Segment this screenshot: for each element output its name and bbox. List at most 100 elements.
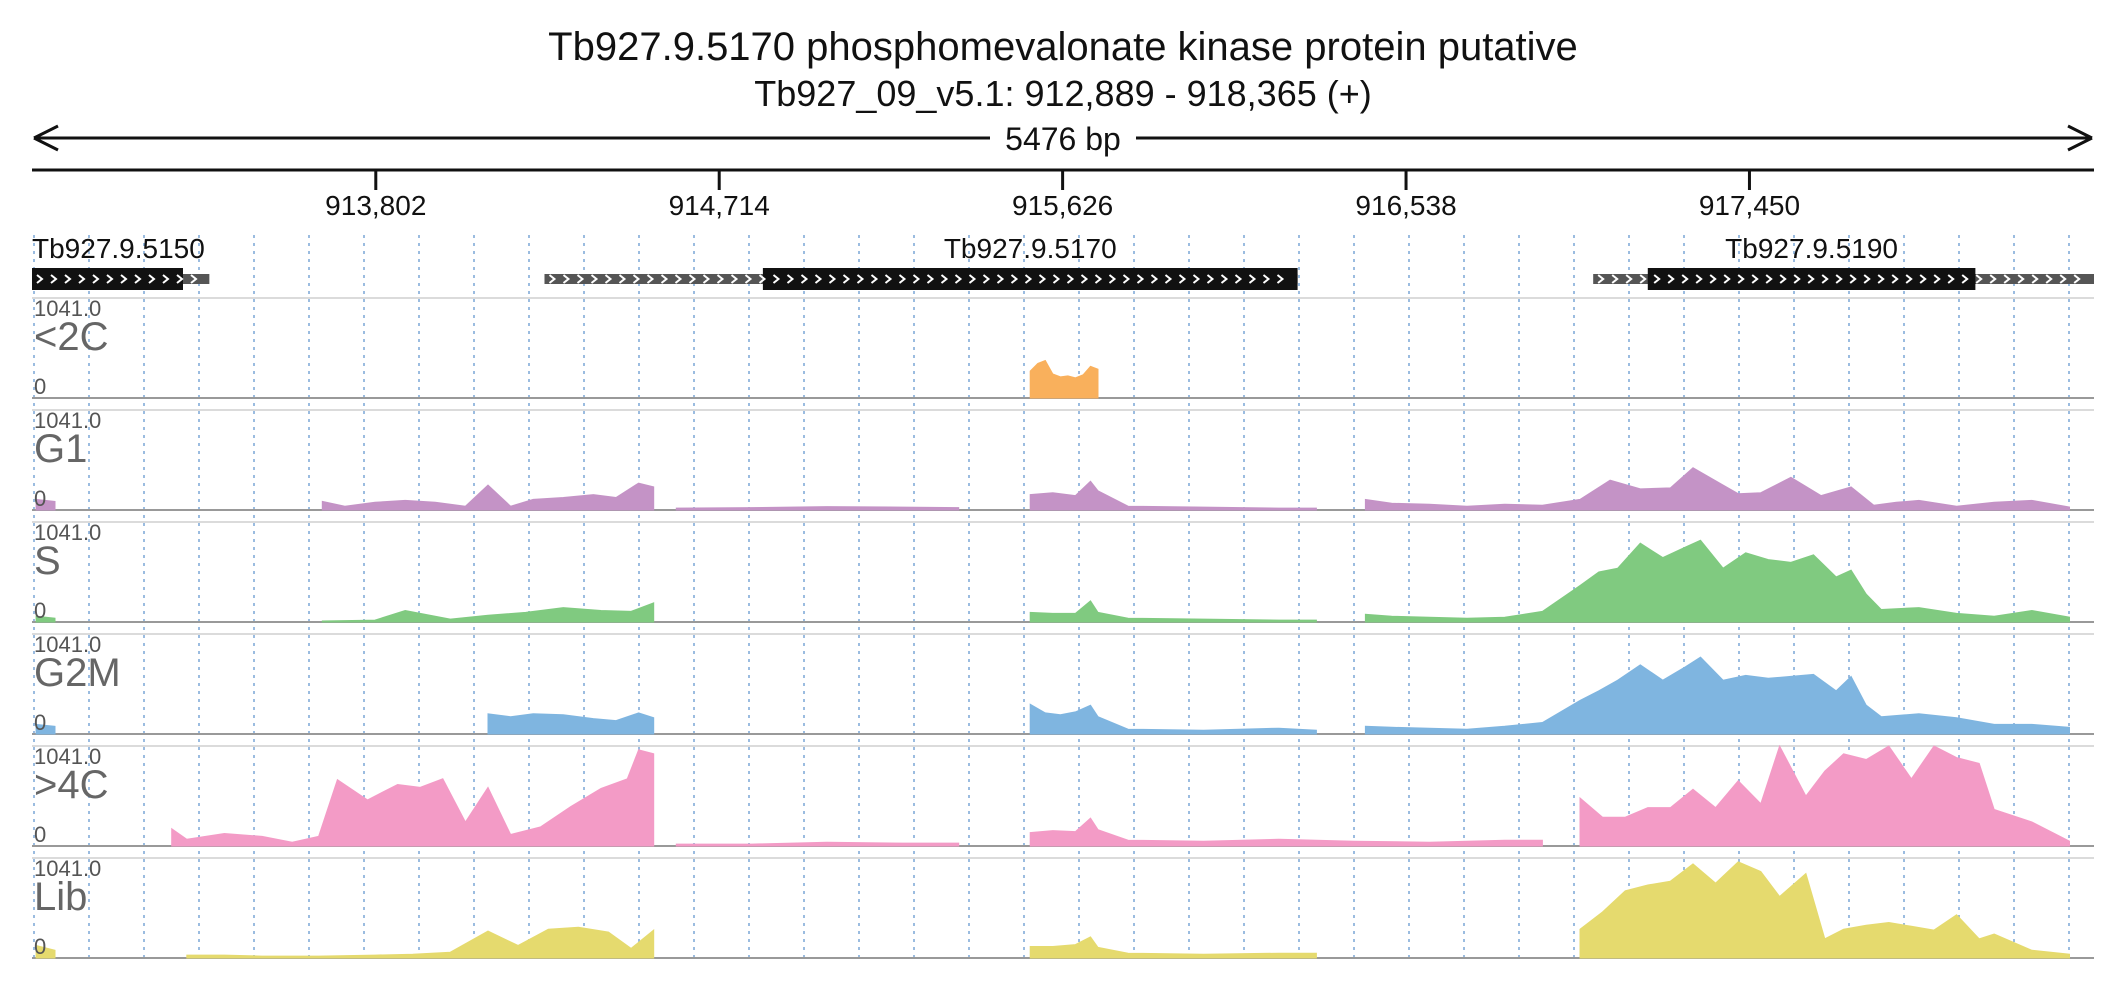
strand-arrow	[1625, 274, 1633, 284]
strand-arrow	[1108, 274, 1117, 284]
strand-arrow	[856, 274, 865, 284]
strand-arrow	[982, 274, 991, 284]
strand-arrow	[2003, 274, 2011, 284]
figure-title: Tb927.9.5170 phosphomevalonate kinase pr…	[548, 25, 1578, 69]
track-min-label: 0	[34, 598, 46, 623]
strand-arrow	[148, 274, 156, 284]
strand-arrow	[92, 274, 100, 284]
strand-arrow	[702, 274, 711, 284]
track-min-label: 0	[34, 486, 46, 511]
coverage-track: 1041.0 0 >4C	[32, 744, 2094, 847]
strand-arrow	[2059, 274, 2067, 284]
coverage-area	[1579, 861, 2070, 959]
strand-arrow	[1038, 274, 1047, 284]
strand-arrow	[1933, 274, 1941, 284]
strand-arrow	[1779, 274, 1787, 284]
strand-arrow	[1723, 274, 1731, 284]
coverage-area	[1029, 359, 1099, 399]
track-max-label: 1041.0	[34, 744, 101, 769]
strand-arrow	[660, 274, 669, 284]
strand-arrow	[1989, 274, 1997, 284]
coverage-area	[1029, 480, 1317, 511]
axis-tick-label: 913,802	[325, 190, 426, 221]
strand-arrow	[36, 274, 44, 284]
strand-arrow	[1164, 274, 1173, 284]
strand-arrow	[134, 274, 142, 284]
strand-arrow	[646, 274, 655, 284]
strand-arrow	[1835, 274, 1843, 284]
coverage-area	[35, 498, 56, 511]
strand-arrow	[2045, 274, 2053, 284]
strand-arrow	[688, 274, 697, 284]
strand-arrow	[800, 274, 809, 284]
strand-arrow	[1234, 274, 1243, 284]
coverage-area	[1364, 467, 2070, 511]
strand-arrow	[940, 274, 949, 284]
coverage-area	[1029, 817, 1543, 847]
strand-arrow	[1094, 274, 1103, 284]
strand-arrow	[1681, 274, 1689, 284]
locus-label: Tb927_09_v5.1: 912,889 - 918,365 (+)	[754, 73, 1371, 114]
strand-arrow	[1262, 274, 1271, 284]
coverage-area	[1579, 744, 2070, 847]
strand-arrow	[1737, 274, 1745, 284]
strand-arrow	[1178, 274, 1187, 284]
strand-arrow	[1010, 274, 1019, 284]
strand-arrow	[1150, 274, 1159, 284]
strand-arrow	[716, 274, 725, 284]
coverage-track: 1041.0 0 G2M	[32, 632, 2094, 735]
strand-arrow	[618, 274, 627, 284]
coverage-area	[35, 944, 56, 959]
coverage-area	[171, 749, 655, 847]
coverage-area	[321, 602, 655, 623]
strand-arrow	[1863, 274, 1871, 284]
coverage-area	[487, 712, 655, 735]
track-min-label: 0	[34, 934, 46, 959]
coverage-track: 1041.0 0 <2C	[32, 296, 2094, 399]
track-name: G1	[34, 427, 87, 471]
coverage-area	[675, 841, 960, 847]
strand-arrow	[590, 274, 599, 284]
strand-arrow	[884, 274, 893, 284]
coverage-tracks: 1041.00<2C 1041.0 0 G1 1041.0 0 S 1041.00G2M104…	[32, 296, 2094, 959]
strand-arrow	[548, 274, 557, 284]
strand-arrow	[674, 274, 683, 284]
track-name: Lib	[34, 875, 87, 919]
coordinate-axis: 913,802 914,714 915,626 916,538 917,450	[32, 168, 2094, 221]
coverage-area	[1029, 600, 1317, 623]
track-name: S	[34, 539, 61, 583]
strand-arrow	[730, 274, 739, 284]
gene-model: Tb927.9.5150	[32, 233, 210, 290]
strand-arrow	[1611, 274, 1619, 284]
strand-arrow	[1709, 274, 1717, 284]
strand-arrow	[176, 274, 184, 284]
strand-arrow	[968, 274, 977, 284]
track-min-label: 0	[34, 710, 46, 735]
track-min-label: 0	[34, 374, 46, 399]
axis-tick-label: 915,626	[1012, 190, 1113, 221]
strand-arrow	[1849, 274, 1857, 284]
track-max-label: 1041.0	[34, 856, 101, 881]
strand-arrow	[1905, 274, 1913, 284]
region-length-ruler: 5476 bp	[33, 120, 2093, 157]
strand-arrow	[162, 274, 170, 284]
coverage-area	[186, 926, 655, 959]
strand-arrow	[632, 274, 641, 284]
strand-arrow	[1975, 274, 1983, 284]
strand-arrow	[1192, 274, 1201, 284]
strand-arrow	[1122, 274, 1131, 284]
region-length-label: 5476 bp	[1005, 121, 1121, 157]
strand-arrow	[898, 274, 907, 284]
strand-arrow	[1653, 274, 1661, 284]
strand-arrow	[996, 274, 1005, 284]
strand-arrow	[190, 274, 198, 284]
coverage-area	[675, 506, 960, 511]
strand-arrow	[1248, 274, 1257, 284]
coverage-area	[321, 482, 655, 511]
strand-arrow	[1695, 274, 1703, 284]
strand-arrow	[78, 274, 86, 284]
strand-arrow	[2017, 274, 2025, 284]
strand-arrow	[1821, 274, 1829, 284]
strand-arrow	[870, 274, 879, 284]
gene-cds	[32, 268, 183, 290]
